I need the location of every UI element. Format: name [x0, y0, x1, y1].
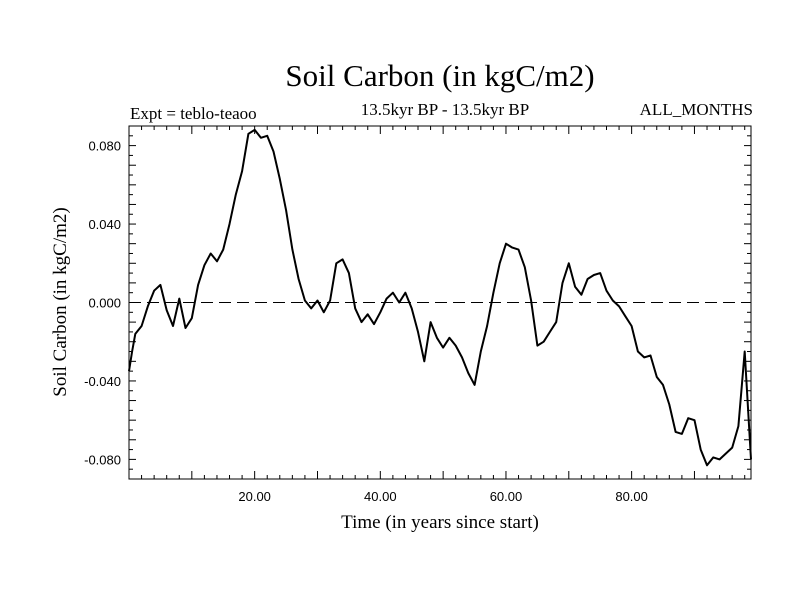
y-axis-label: Soil Carbon (in kgC/m2)	[50, 207, 71, 396]
x-tick-label: 60.00	[490, 489, 523, 504]
y-tick-label: -0.040	[84, 374, 121, 389]
y-tick-label: 0.000	[88, 296, 121, 311]
chart-title: Soil Carbon (in kgC/m2)	[285, 58, 595, 93]
x-tick-label: 80.00	[615, 489, 648, 504]
experiment-label: Expt = teblo-teaoo	[130, 104, 257, 123]
months-label: ALL_MONTHS	[639, 100, 753, 119]
x-tick-label: 20.00	[238, 489, 271, 504]
x-tick-label: 40.00	[364, 489, 397, 504]
soil-carbon-series-line	[128, 128, 752, 467]
x-axis-label: Time (in years since start)	[341, 512, 539, 533]
y-tick-label: 0.080	[88, 139, 121, 154]
y-tick-label: -0.080	[84, 452, 121, 467]
axis-tick-labels: 20.00 40.00 60.00 80.00 0.080 0.040 0.000 -0.04…	[84, 139, 648, 504]
y-tick-label: 0.040	[88, 217, 121, 232]
period-label: 13.5kyr BP - 13.5kyr BP	[360, 100, 530, 119]
